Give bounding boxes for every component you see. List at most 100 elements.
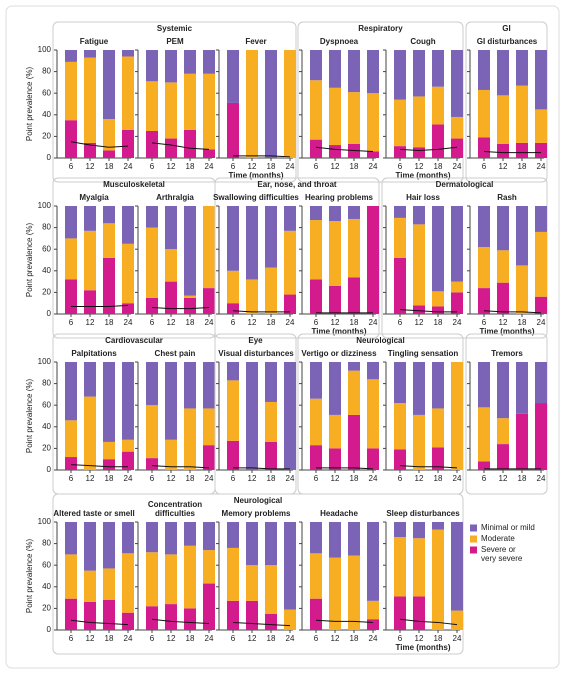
y-axis-label: Point prevalence (%) [25, 67, 34, 142]
y-tick-label: 60 [42, 244, 51, 253]
x-tick-label: 6 [231, 318, 236, 327]
bar-segment [535, 296, 547, 314]
bar-segment [122, 451, 134, 470]
bar-segment [413, 362, 425, 415]
prevalence-line [151, 618, 210, 625]
prevalence-line [483, 310, 542, 314]
bar-segment [265, 613, 277, 630]
x-tick-label: 12 [248, 634, 257, 643]
x-tick-label: 18 [434, 318, 443, 327]
bar-segment [478, 89, 490, 138]
x-tick-label: 6 [69, 634, 74, 643]
bar-segment [432, 124, 444, 158]
bar-segment [310, 445, 322, 470]
bar-segment [184, 297, 196, 314]
x-tick-label: 18 [350, 634, 359, 643]
x-tick-label: 6 [398, 474, 403, 483]
x-tick-label: 18 [105, 474, 114, 483]
legend-label: Moderate [481, 534, 515, 543]
bar-segment [246, 600, 258, 630]
bar-segment [394, 206, 406, 218]
bar-segment [184, 50, 196, 74]
bar-segment [184, 295, 196, 298]
bar-segment [497, 50, 509, 96]
y-tick-label: 0 [47, 465, 52, 474]
bar-segment [122, 50, 134, 57]
bar-segment [84, 570, 96, 602]
bar-segment [203, 408, 215, 446]
bar-segment [203, 206, 215, 289]
bar-segment [84, 142, 96, 158]
bar-segment [84, 50, 96, 58]
bar-segment [246, 279, 258, 314]
bar-segment [65, 279, 77, 314]
prevalence-line [151, 465, 210, 469]
y-tick-label: 40 [42, 422, 51, 431]
bar-segment [165, 554, 177, 605]
x-tick-label: 18 [434, 634, 443, 643]
bar-segment [394, 257, 406, 314]
panel-title: Visual disturbances [218, 349, 294, 358]
bar-segment [516, 362, 528, 414]
x-tick-label: 12 [86, 634, 95, 643]
x-tick-label: 6 [482, 474, 487, 483]
bar-segment [246, 50, 258, 158]
bar-segment [497, 250, 509, 283]
bar-segment [310, 220, 322, 280]
y-tick-label: 60 [42, 88, 51, 97]
prevalence-line [399, 465, 458, 469]
y-tick-label: 20 [42, 444, 51, 453]
group-title: Neurological [234, 496, 282, 505]
bar-segment [165, 138, 177, 158]
prevalence-line [316, 467, 374, 470]
bar-segment [227, 522, 239, 548]
x-tick-label: 18 [350, 474, 359, 483]
bar-segment [203, 288, 215, 314]
bar-segment [367, 362, 379, 380]
x-tick-label: 24 [124, 474, 133, 483]
y-tick-label: 60 [42, 400, 51, 409]
bar-segment [122, 612, 134, 630]
x-axis-label: Time (months) [229, 171, 284, 180]
bar-segment [184, 206, 196, 296]
bar-segment [227, 206, 239, 271]
bar-segment [413, 596, 425, 630]
bar-segment [84, 290, 96, 314]
x-tick-label: 6 [69, 318, 74, 327]
legend-label: Severe or very severe [481, 545, 523, 563]
x-tick-label: 6 [69, 162, 74, 171]
x-tick-label: 18 [434, 162, 443, 171]
bar-segment [146, 206, 158, 228]
x-axis-label: Time (months) [396, 643, 451, 652]
panel-title: Tingling sensation [388, 349, 459, 358]
panel-title: Swallowing difficulties [213, 193, 299, 202]
bar-segment [84, 601, 96, 630]
bar-segment [265, 401, 277, 442]
x-tick-label: 18 [186, 474, 195, 483]
bar-segment [535, 231, 547, 297]
group-title: Respiratory [358, 24, 403, 33]
x-tick-label: 12 [415, 634, 424, 643]
bar-segment [348, 362, 360, 371]
y-tick-label: 80 [42, 67, 51, 76]
y-tick-label: 40 [42, 582, 51, 591]
x-tick-label: 18 [105, 318, 114, 327]
panel-title: Palpitations [71, 349, 117, 358]
x-tick-label: 24 [286, 474, 295, 483]
x-tick-label: 6 [150, 162, 155, 171]
bar-segment [227, 547, 239, 601]
y-tick-label: 100 [38, 357, 52, 366]
bar-segment [146, 131, 158, 158]
bar-segment [413, 414, 425, 470]
bar-segment [165, 249, 177, 282]
x-tick-label: 18 [267, 318, 276, 327]
legend-swatch [470, 524, 477, 532]
bar-segment [103, 206, 115, 224]
bar-segment [394, 146, 406, 158]
bar-segment [165, 50, 177, 83]
bar-segment [413, 305, 425, 314]
x-axis-label: Time (months) [480, 327, 535, 336]
bar-segment [165, 522, 177, 555]
x-tick-label: 6 [231, 474, 236, 483]
